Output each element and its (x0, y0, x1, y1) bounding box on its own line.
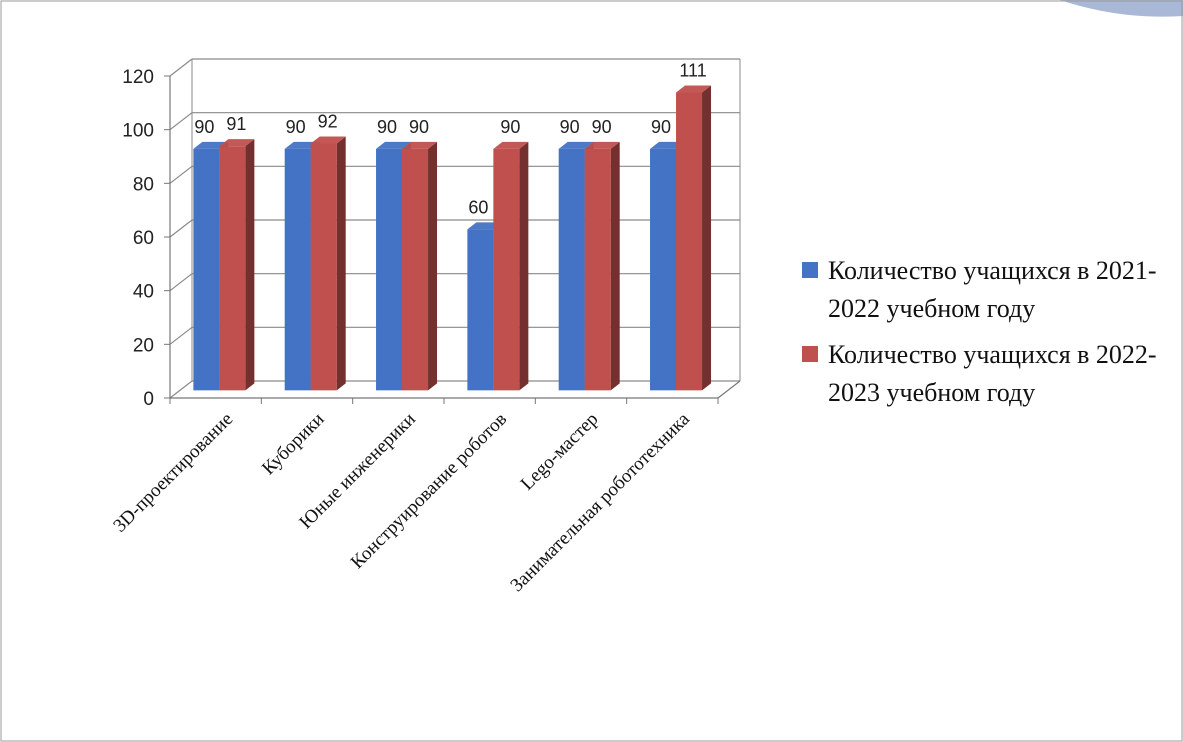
bar-side-2 (610, 141, 620, 391)
bar-series2 (676, 92, 703, 391)
data-label: 90 (286, 117, 306, 137)
y-tick-label: 80 (133, 174, 154, 195)
data-label: 92 (318, 111, 338, 131)
bar-side-2 (519, 141, 529, 391)
legend: Количество учащихся в 2021-2022 учебном … (800, 252, 1170, 420)
axes: 0 20 40 60 80 100 120 (122, 67, 741, 410)
bar-top-2 (310, 136, 346, 144)
bar-series1 (284, 148, 311, 391)
category-label: Конструирование роботов (347, 409, 511, 573)
category-label: Занимательная робототехника (506, 408, 694, 596)
data-label: 90 (592, 117, 612, 137)
y-tick-label: 20 (133, 335, 154, 356)
bar-top-2 (219, 139, 255, 147)
legend-item-2022-2023: Количество учащихся в 2022-2023 учебном … (800, 336, 1170, 412)
legend-swatch-blue (802, 262, 818, 278)
bar-series1 (376, 148, 403, 391)
y-tick-label: 100 (122, 121, 154, 142)
gridline-side (169, 58, 193, 77)
bar-series1 (650, 148, 677, 391)
bar-series2 (584, 148, 611, 391)
bar-side-2 (702, 85, 712, 391)
data-labels: 90 91 90 92 90 90 60 90 90 90 90 111 (194, 61, 706, 218)
bar-side-2 (245, 139, 255, 391)
grid (169, 58, 741, 399)
bar-series2 (219, 146, 246, 391)
bar-top-1 (376, 141, 412, 149)
bar-top-2 (493, 141, 529, 149)
gridline-side (169, 165, 193, 184)
data-label: 60 (468, 197, 488, 217)
data-label: 90 (377, 117, 397, 137)
gridline-side (169, 380, 193, 399)
bar-series2 (493, 148, 520, 391)
bar-top-2 (402, 141, 438, 149)
legend-label-series1: Количество учащихся в 2021-2022 учебном … (828, 256, 1157, 323)
y-tick-label: 40 (133, 282, 154, 303)
data-label: 90 (194, 117, 214, 137)
bar-series2 (402, 148, 429, 391)
data-label: 90 (651, 117, 671, 137)
bar-top-1 (558, 141, 594, 149)
corner-decoration (1060, 0, 1183, 17)
floor-edge (717, 380, 741, 399)
y-tick-label: 0 (143, 389, 154, 410)
data-label: 90 (409, 117, 429, 137)
bar-series2 (310, 143, 337, 391)
bar-series1 (558, 148, 585, 391)
bar-series1 (193, 148, 220, 391)
data-label: 90 (560, 117, 580, 137)
category-label: 3D-проектирование (109, 409, 237, 537)
data-label: 91 (226, 114, 246, 134)
y-tick-label: 120 (122, 67, 154, 88)
y-tick-label: 60 (133, 228, 154, 249)
legend-label-series2: Количество учащихся в 2022-2023 учебном … (828, 340, 1157, 407)
data-label: 90 (500, 117, 520, 137)
legend-item-2021-2022: Количество учащихся в 2021-2022 учебном … (800, 252, 1170, 328)
bar-series1 (467, 229, 494, 391)
bar-side-2 (336, 136, 346, 391)
category-label: Lego-мастер (517, 409, 603, 495)
legend-swatch-red (802, 346, 818, 362)
bar-side-2 (428, 141, 438, 391)
gridline-side (169, 112, 193, 131)
category-label: Куборики (258, 409, 329, 480)
gridline-side (169, 273, 193, 292)
bars (193, 85, 712, 391)
bar-top-2 (584, 141, 620, 149)
bar-top-2 (676, 85, 712, 93)
data-label: 111 (679, 61, 706, 81)
gridline-side (169, 219, 193, 238)
gridline-side (169, 326, 193, 345)
